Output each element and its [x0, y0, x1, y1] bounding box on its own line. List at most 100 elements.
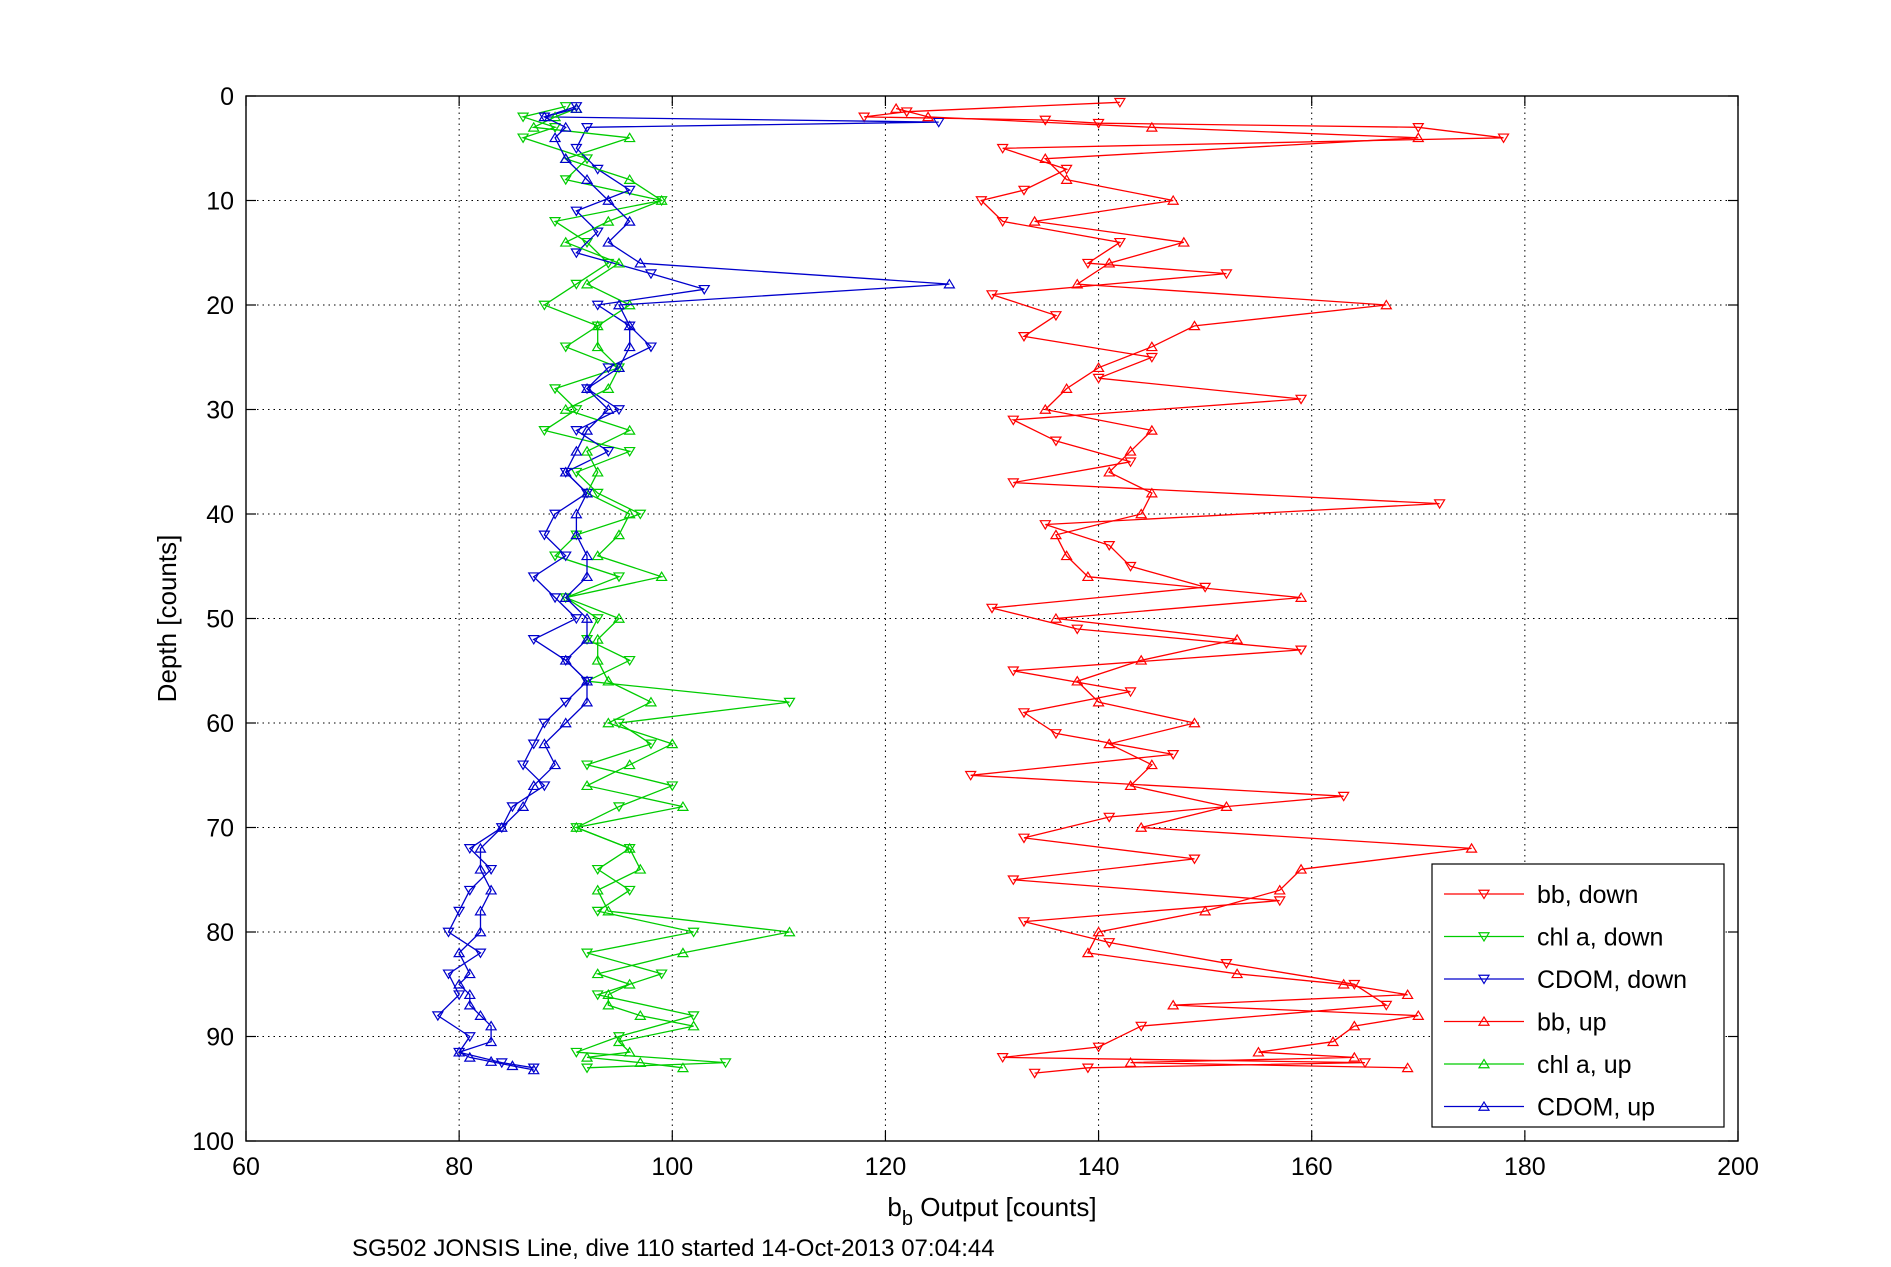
- data-point: [463, 999, 476, 1010]
- data-point: [1135, 654, 1148, 665]
- data-point: [591, 990, 604, 1001]
- legend-swatch-marker: [1477, 1100, 1491, 1111]
- data-point: [666, 781, 679, 792]
- data-point: [1017, 332, 1031, 343]
- data-point: [996, 217, 1009, 228]
- y-axis-label: Depth [counts]: [152, 535, 182, 703]
- data-point: [623, 173, 636, 184]
- data-point: [474, 948, 487, 959]
- data-point: [1060, 173, 1073, 184]
- data-point: [559, 551, 572, 562]
- data-point: [687, 927, 700, 938]
- data-point: [517, 760, 530, 771]
- data-point: [623, 759, 636, 770]
- data-point: [602, 403, 615, 414]
- data-point: [623, 1046, 636, 1057]
- data-point: [623, 508, 636, 519]
- data-point: [1294, 394, 1308, 405]
- data-point: [1060, 382, 1073, 393]
- data-point: [485, 1036, 498, 1047]
- data-point: [1113, 237, 1126, 248]
- data-point: [1167, 194, 1180, 205]
- data-point: [591, 633, 604, 644]
- data-point: [612, 1032, 626, 1043]
- data-point: [570, 426, 583, 437]
- data-point: [1231, 968, 1244, 979]
- y-tick-label: 30: [206, 397, 234, 425]
- data-point: [858, 112, 871, 123]
- x-tick-label: 180: [1504, 1153, 1546, 1181]
- data-point: [602, 194, 615, 205]
- data-point: [485, 1020, 498, 1031]
- data-point: [1348, 1051, 1361, 1062]
- legend-label: CDOM, up: [1537, 1094, 1655, 1122]
- data-point: [559, 466, 572, 477]
- data-point: [548, 759, 562, 770]
- data-point: [783, 926, 796, 937]
- data-point: [442, 969, 455, 980]
- data-point: [1071, 675, 1084, 686]
- data-point: [453, 978, 466, 989]
- y-tick-label: 50: [206, 606, 234, 634]
- data-point: [623, 320, 636, 331]
- data-point: [1124, 445, 1137, 456]
- data-point: [1401, 989, 1414, 1000]
- x-axis-label-main: b: [887, 1192, 901, 1222]
- data-point: [1412, 132, 1425, 143]
- data-point: [644, 342, 658, 353]
- data-point: [666, 738, 679, 749]
- data-point: [591, 488, 604, 499]
- data-point: [538, 738, 551, 749]
- data-point: [559, 342, 572, 353]
- data-point: [602, 717, 615, 728]
- data-point: [527, 1063, 540, 1074]
- data-point: [548, 509, 562, 520]
- data-point: [623, 842, 636, 853]
- data-point: [890, 102, 903, 113]
- data-point: [634, 257, 647, 268]
- data-point: [580, 154, 594, 165]
- data-point: [1007, 875, 1020, 886]
- data-point: [591, 320, 604, 331]
- data-point: [1007, 666, 1020, 677]
- data-point: [495, 821, 508, 832]
- data-point: [559, 654, 572, 665]
- data-point: [559, 236, 572, 247]
- x-tick-label: 80: [445, 1153, 473, 1181]
- data-point: [975, 196, 988, 207]
- data-point: [623, 655, 636, 666]
- data-point: [1135, 508, 1148, 519]
- legend-swatch-marker: [1477, 1015, 1491, 1026]
- legend-label: CDOM, down: [1537, 966, 1687, 994]
- x-tick-label: 60: [232, 1153, 260, 1181]
- data-point: [1145, 341, 1158, 352]
- data-point: [559, 591, 572, 602]
- data-point: [1103, 738, 1116, 749]
- data-point: [1017, 185, 1031, 196]
- data-point: [570, 102, 583, 113]
- data-point: [644, 739, 658, 750]
- data-point: [485, 864, 498, 875]
- data-point: [580, 948, 594, 959]
- data-point: [623, 341, 636, 352]
- data-point: [676, 1062, 690, 1073]
- data-point: [463, 844, 476, 855]
- data-point: [463, 885, 476, 896]
- x-tick-label: 100: [651, 1153, 693, 1181]
- series-3: [890, 102, 1478, 1073]
- data-point: [602, 999, 615, 1010]
- data-point: [463, 1032, 476, 1043]
- data-point: [580, 696, 594, 707]
- data-point: [1412, 123, 1425, 134]
- data-point: [1071, 278, 1084, 289]
- data-point: [1294, 591, 1308, 602]
- figure-caption: SG502 JONSIS Line, dive 110 started 14-O…: [352, 1235, 995, 1262]
- data-point: [1199, 905, 1212, 916]
- data-point: [548, 123, 562, 134]
- data-point: [570, 508, 583, 519]
- data-point: [548, 593, 562, 604]
- data-point: [612, 612, 626, 623]
- data-point: [548, 217, 562, 228]
- data-point: [527, 635, 540, 646]
- data-point: [921, 111, 935, 122]
